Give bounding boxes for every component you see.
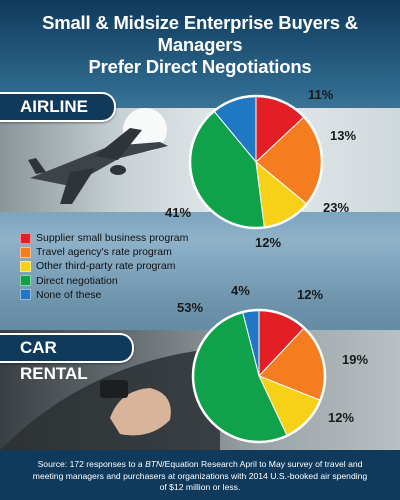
car-rental-pie-chart [191,308,327,444]
legend-label: Direct negotiation [36,274,118,287]
airline-pie-chart [188,94,324,230]
source-note: Source: 172 responses to a BTN/Equation … [30,459,370,494]
car-label-agency: 19% [342,352,369,367]
sun-glow [123,108,167,152]
legend-item: None of these [20,288,188,302]
car-label-other: 12% [328,410,355,425]
hand-shape [110,388,171,436]
title-line-2: Prefer Direct Negotiations [88,56,312,77]
legend-item: Travel agency's rate program [20,245,188,259]
legend-swatch-other [20,260,31,272]
source-suffix: /Equation Research April to May survey o… [32,459,368,492]
airplane-icon [28,128,168,204]
legend-item: Other third-party rate program [20,259,188,273]
title-line-1: Small & Midsize Enterprise Buyers & Mana… [42,12,358,55]
car-pie-outline [191,308,327,444]
legend: Supplier small business program Travel a… [20,231,188,302]
legend-label: Travel agency's rate program [36,246,172,259]
legend-swatch-direct [20,275,31,287]
legend-swatch-agency [20,246,31,258]
airline-label-other: 12% [255,235,282,250]
airline-label-supplier: 13% [330,128,357,143]
legend-item: Direct negotiation [20,274,188,288]
airline-pie-outline [188,94,324,230]
legend-item: Supplier small business program [20,231,188,245]
car-interior [0,348,220,450]
legend-swatch-none [20,289,31,301]
car-label-direct: 53% [177,300,204,315]
page-title: Small & Midsize Enterprise Buyers & Mana… [0,12,400,78]
source-italic: BTN [145,459,163,469]
source-prefix: Source: 172 responses to a [37,459,146,469]
airplane-image [28,108,168,204]
key-fob-icon [100,380,128,398]
airline-label-agency: 23% [323,200,350,215]
legend-label: None of these [36,288,102,301]
car-label-none: 4% [231,283,250,298]
section-tag-car-rental: CAR RENTAL [0,333,134,383]
legend-swatch-supplier [20,232,31,244]
legend-label: Supplier small business program [36,232,189,245]
legend-label: Other third-party rate program [36,260,176,273]
section-tag-airline: AIRLINE [0,92,116,122]
airline-label-direct: 41% [165,205,192,220]
airline-label-none: 11% [308,87,334,102]
car-key-image [0,348,220,450]
footer-band [0,450,400,500]
car-label-supplier: 12% [297,287,324,302]
